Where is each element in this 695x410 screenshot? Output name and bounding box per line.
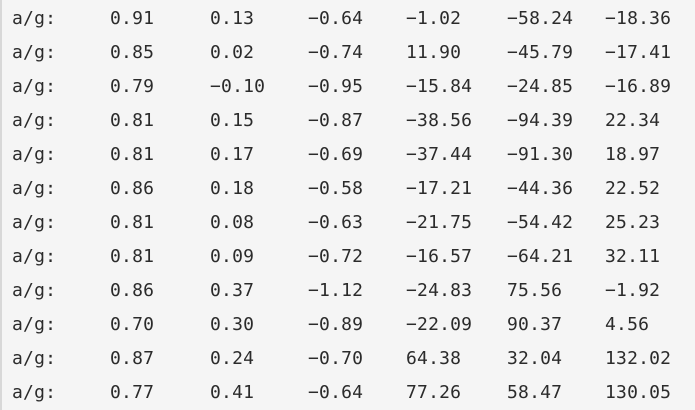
console-row: a/g: 0.86 0.18 −0.58 −17.21 −44.36 22.52 (0, 172, 695, 206)
row-prefix: a/g: (12, 246, 57, 267)
gx-value: 77.26 (406, 382, 462, 403)
ax-value: 0.91 (110, 8, 155, 29)
console-row: a/g: 0.81 0.17 −0.69 −37.44 −91.30 18.97 (0, 138, 695, 172)
az-value: −0.89 (308, 314, 364, 335)
az-value: −0.58 (308, 178, 364, 199)
console-row: a/g: 0.81 0.08 −0.63 −21.75 −54.42 25.23 (0, 206, 695, 240)
ax-value: 0.77 (110, 382, 155, 403)
console-row: a/g: 0.70 0.30 −0.89 −22.09 90.37 4.56 (0, 308, 695, 342)
ay-value: 0.37 (210, 280, 255, 301)
gz-value: 22.52 (605, 178, 661, 199)
gx-value: 64.38 (406, 348, 462, 369)
gz-value: −17.41 (605, 42, 672, 63)
row-prefix: a/g: (12, 382, 57, 403)
ax-value: 0.81 (110, 110, 155, 131)
az-value: −1.12 (308, 280, 364, 301)
row-prefix: a/g: (12, 144, 57, 165)
gz-value: −18.36 (605, 8, 672, 29)
ay-value: 0.30 (210, 314, 255, 335)
ay-value: 0.08 (210, 212, 255, 233)
az-value: −0.63 (308, 212, 364, 233)
row-prefix: a/g: (12, 110, 57, 131)
gx-value: −16.57 (406, 246, 473, 267)
row-prefix: a/g: (12, 178, 57, 199)
console-row: a/g: 0.91 0.13 −0.64 −1.02 −58.24 −18.36 (0, 2, 695, 36)
ax-value: 0.85 (110, 42, 155, 63)
gz-value: −16.89 (605, 76, 672, 97)
gy-value: −44.36 (507, 178, 574, 199)
az-value: −0.72 (308, 246, 364, 267)
ay-value: 0.15 (210, 110, 255, 131)
az-value: −0.74 (308, 42, 364, 63)
gz-value: 22.34 (605, 110, 661, 131)
console-row: a/g: 0.85 0.02 −0.74 11.90 −45.79 −17.41 (0, 36, 695, 70)
console-row: a/g: 0.77 0.41 −0.64 77.26 58.47 130.05 (0, 376, 695, 410)
row-prefix: a/g: (12, 8, 57, 29)
ay-value: 0.13 (210, 8, 255, 29)
gx-value: −1.02 (406, 8, 462, 29)
row-prefix: a/g: (12, 42, 57, 63)
console-row: a/g: 0.81 0.09 −0.72 −16.57 −64.21 32.11 (0, 240, 695, 274)
row-prefix: a/g: (12, 314, 57, 335)
ax-value: 0.87 (110, 348, 155, 369)
ax-value: 0.81 (110, 246, 155, 267)
row-prefix: a/g: (12, 348, 57, 369)
row-prefix: a/g: (12, 76, 57, 97)
gx-value: −38.56 (406, 110, 473, 131)
gx-value: −37.44 (406, 144, 473, 165)
gz-value: 130.05 (605, 382, 672, 403)
console-left-border (0, 0, 2, 410)
gy-value: −58.24 (507, 8, 574, 29)
az-value: −0.70 (308, 348, 364, 369)
ay-value: 0.41 (210, 382, 255, 403)
row-prefix: a/g: (12, 280, 57, 301)
gy-value: 75.56 (507, 280, 563, 301)
gx-value: 11.90 (406, 42, 462, 63)
gz-value: 4.56 (605, 314, 650, 335)
gy-value: −91.30 (507, 144, 574, 165)
gy-value: −45.79 (507, 42, 574, 63)
az-value: −0.64 (308, 8, 364, 29)
ax-value: 0.70 (110, 314, 155, 335)
ay-value: 0.17 (210, 144, 255, 165)
az-value: −0.69 (308, 144, 364, 165)
ay-value: 0.02 (210, 42, 255, 63)
gz-value: 18.97 (605, 144, 661, 165)
ax-value: 0.86 (110, 178, 155, 199)
gx-value: −24.83 (406, 280, 473, 301)
gx-value: −21.75 (406, 212, 473, 233)
row-prefix: a/g: (12, 212, 57, 233)
gy-value: −94.39 (507, 110, 574, 131)
gz-value: 32.11 (605, 246, 661, 267)
gy-value: 90.37 (507, 314, 563, 335)
gz-value: 25.23 (605, 212, 661, 233)
ay-value: 0.24 (210, 348, 255, 369)
console-row: a/g: 0.79 −0.10 −0.95 −15.84 −24.85 −16.… (0, 70, 695, 104)
az-value: −0.95 (308, 76, 364, 97)
gz-value: 132.02 (605, 348, 672, 369)
console-row: a/g: 0.86 0.37 −1.12 −24.83 75.56 −1.92 (0, 274, 695, 308)
gx-value: −22.09 (406, 314, 473, 335)
ay-value: −0.10 (210, 76, 266, 97)
az-value: −0.87 (308, 110, 364, 131)
console-row: a/g: 0.81 0.15 −0.87 −38.56 −94.39 22.34 (0, 104, 695, 138)
gx-value: −15.84 (406, 76, 473, 97)
ay-value: 0.18 (210, 178, 255, 199)
gz-value: −1.92 (605, 280, 661, 301)
gy-value: −54.42 (507, 212, 574, 233)
gy-value: 32.04 (507, 348, 563, 369)
ax-value: 0.81 (110, 212, 155, 233)
gx-value: −17.21 (406, 178, 473, 199)
ax-value: 0.81 (110, 144, 155, 165)
gy-value: −64.21 (507, 246, 574, 267)
ay-value: 0.09 (210, 246, 255, 267)
ax-value: 0.86 (110, 280, 155, 301)
console-row: a/g: 0.87 0.24 −0.70 64.38 32.04 132.02 (0, 342, 695, 376)
ax-value: 0.79 (110, 76, 155, 97)
gy-value: 58.47 (507, 382, 563, 403)
gy-value: −24.85 (507, 76, 574, 97)
az-value: −0.64 (308, 382, 364, 403)
